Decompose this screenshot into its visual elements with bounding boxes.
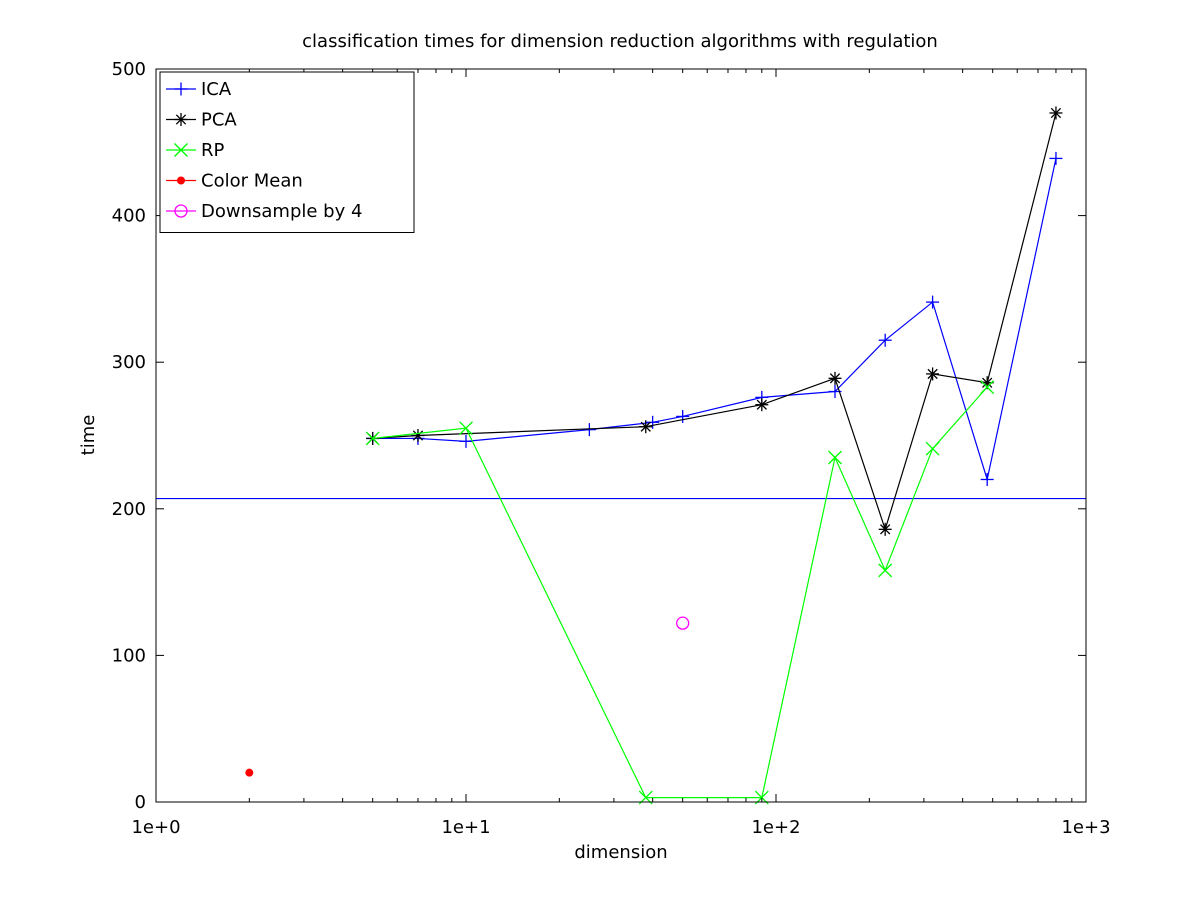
data-point-pca-3 bbox=[755, 398, 769, 412]
axis-ticks: 1e+0 1e+1 1e+2 1e+3 0 100 200 300 400 500 bbox=[112, 59, 1111, 838]
legend: ICA PCA RP Color Mean Downsample by 4 bbox=[159, 71, 415, 233]
y-tick-label: 400 bbox=[112, 206, 146, 227]
legend-marker-color-mean bbox=[177, 176, 185, 185]
data-point-ica-10 bbox=[980, 472, 994, 486]
legend-label-pca: PCA bbox=[201, 110, 237, 131]
y-axis-label: time bbox=[78, 415, 99, 456]
x-tick-label: 1e+0 bbox=[131, 817, 180, 838]
data-point-ica-8 bbox=[878, 333, 892, 347]
y-tick-label: 100 bbox=[112, 645, 146, 666]
axes-frame bbox=[155, 68, 1087, 803]
data-point-downsample-by-4-0 bbox=[676, 616, 690, 630]
data-point-ica-9 bbox=[926, 295, 940, 309]
legend-marker-rp bbox=[174, 143, 188, 157]
data-point-ica-4 bbox=[646, 415, 660, 429]
series-line-rp bbox=[372, 386, 988, 799]
x-axis-label: dimension bbox=[574, 842, 667, 863]
x-tick-label: 1e+1 bbox=[441, 817, 490, 838]
legend-marker-ica bbox=[174, 82, 188, 96]
data-point-color-mean-0 bbox=[245, 768, 254, 777]
data-point-pca-1 bbox=[411, 429, 425, 442]
data-point-rp-0 bbox=[365, 431, 380, 446]
data-point-pca-5 bbox=[878, 522, 892, 536]
data-point-rp-1 bbox=[459, 421, 473, 436]
legend-marker-downsample-by-4 bbox=[174, 204, 188, 218]
data-point-rp-7 bbox=[980, 380, 995, 395]
data-point-rp-6 bbox=[925, 441, 940, 456]
legend-label-color-mean: Color Mean bbox=[201, 171, 303, 192]
series-line-ica bbox=[372, 158, 1057, 482]
legend-marker-pca bbox=[174, 113, 188, 126]
legend-label-rp: RP bbox=[201, 140, 225, 161]
data-point-ica-5 bbox=[676, 409, 690, 423]
x-tick-label: 1e+3 bbox=[1061, 817, 1110, 838]
data-point-pca-6 bbox=[926, 367, 940, 381]
y-tick-label: 0 bbox=[135, 792, 146, 813]
data-point-rp-5 bbox=[878, 563, 893, 578]
legend-label-ica: ICA bbox=[201, 79, 232, 100]
data-point-ica-2 bbox=[459, 434, 473, 448]
legend-box bbox=[159, 71, 415, 233]
x-tick-label: 1e+2 bbox=[751, 817, 800, 838]
data-point-ica-11 bbox=[1049, 151, 1063, 165]
y-tick-label: 300 bbox=[112, 352, 146, 373]
data-point-pca-8 bbox=[1049, 106, 1063, 120]
chart-title: classification times for dimension reduc… bbox=[302, 31, 938, 52]
legend-label-downsample-by-4: Downsample by 4 bbox=[201, 201, 362, 222]
data-point-rp-4 bbox=[828, 450, 842, 465]
y-tick-label: 200 bbox=[112, 499, 146, 520]
data-point-pca-4 bbox=[828, 371, 842, 385]
data-point-pca-2 bbox=[639, 420, 653, 434]
plot-area bbox=[156, 106, 1086, 805]
y-tick-label: 500 bbox=[112, 59, 146, 80]
